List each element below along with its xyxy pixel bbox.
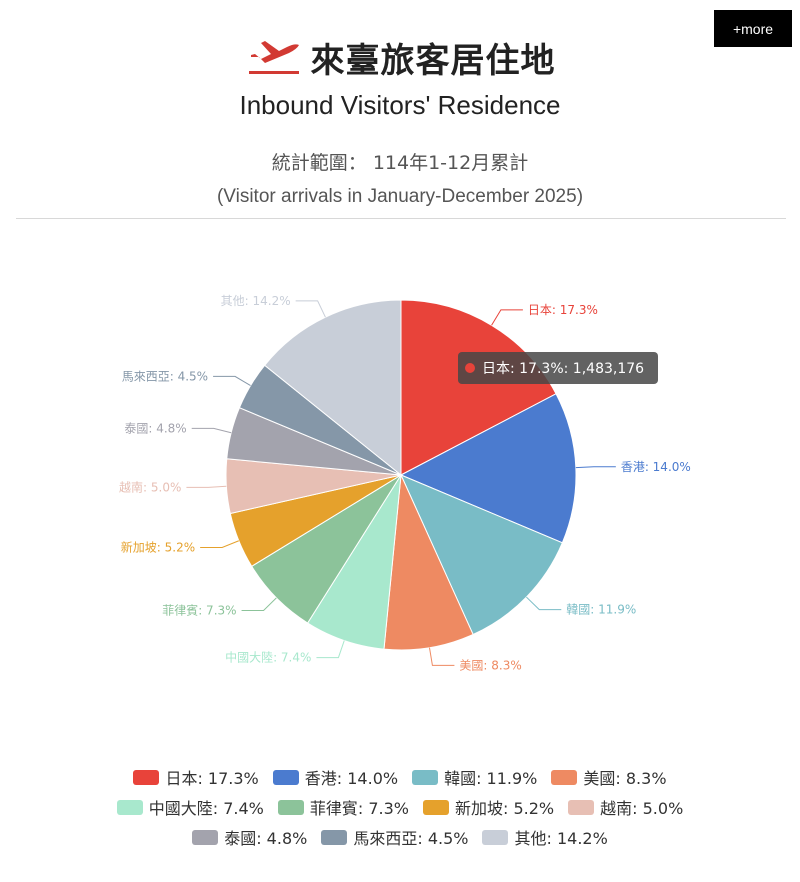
legend-item[interactable]: 馬來西亞: 4.5% (321, 825, 468, 849)
legend-item[interactable]: 新加坡: 5.2% (423, 795, 554, 819)
legend-item[interactable]: 其他: 14.2% (482, 825, 608, 849)
slice-label: 日本: 17.3% (528, 303, 598, 317)
legend-label: 日本: 17.3% (165, 769, 259, 788)
legend-item[interactable]: 美國: 8.3% (551, 765, 667, 789)
pie-chart[interactable]: 日本: 17.3% 香港: 14.0% 韓國: 11.9% 美國: 8.3% 中國大陸:… (0, 225, 800, 755)
divider (16, 218, 786, 219)
legend-label: 中國大陸: 7.4% (148, 799, 264, 818)
label-leader-line (491, 309, 523, 326)
statistics-range: 統計範圍： 114年1-12月累計 (271, 152, 529, 174)
slice-label: 韓國: 11.9% (566, 603, 636, 617)
legend-swatch (321, 829, 348, 845)
label-leader-line (295, 300, 326, 318)
legend-label: 韓國: 11.9% (444, 769, 538, 788)
legend-item[interactable]: 越南: 5.0% (568, 795, 683, 819)
slice-label: 美國: 8.3% (459, 658, 521, 672)
legend-row: 日本: 17.3% 香港: 14.0% 韓國: 11.9% 美國: 8.3% (0, 762, 800, 792)
legend-label: 香港: 14.0% (304, 769, 399, 788)
slice-label: 香港: 14.0% (621, 460, 691, 474)
pie-slice[interactable] (263, 299, 402, 477)
slice-label: 越南: 5.0% (119, 479, 181, 494)
label-leader-line (200, 540, 240, 549)
slice-label: 馬來西亞: 4.5% (122, 369, 208, 383)
legend-swatch (568, 799, 595, 815)
legend-swatch (482, 829, 509, 845)
label-leader-line (213, 375, 251, 387)
legend-item[interactable]: 香港: 14.0% (272, 765, 399, 789)
legend-label: 新加坡: 5.2% (455, 799, 555, 818)
legend-label: 美國: 8.3% (583, 769, 667, 788)
legend-swatch (423, 799, 449, 815)
legend-row: 中國大陸: 7.4% 菲律賓: 7.3% 新加坡: 5.2% 越南: 5.0% (0, 792, 800, 822)
legend-row: 泰國: 4.8% 馬來西亞: 4.5% 其他: 14.2% (0, 822, 800, 852)
slice-label: 其他: 14.2% (221, 294, 291, 308)
slice-label: 新加坡: 5.2% (121, 540, 195, 555)
legend-swatch (277, 799, 304, 815)
tooltip-text: 日本: 17.3%: 1,483,176 (482, 361, 644, 377)
legend-label: 菲律賓: 7.3% (309, 799, 409, 818)
legend-label: 泰國: 4.8% (224, 829, 308, 848)
chart-legend: 日本: 17.3% 香港: 14.0% 韓國: 11.9% 美國: 8.3% 中國大陸… (0, 762, 800, 852)
legend-swatch (192, 829, 219, 845)
legend-item[interactable]: 泰國: 4.8% (192, 825, 307, 849)
page-title-english: Inbound Visitors' Residence (239, 90, 561, 120)
label-leader-line (191, 427, 232, 434)
slice-label: 菲律賓: 7.3% (162, 603, 236, 618)
legend-item[interactable]: 菲律賓: 7.3% (277, 795, 409, 819)
legend-swatch (551, 769, 578, 785)
more-button[interactable]: +more (714, 10, 792, 47)
page-title: 來臺旅客居住地 (310, 40, 556, 81)
legend-label: 越南: 5.0% (600, 799, 684, 818)
tooltip: 日本: 17.3%: 1,483,176 (458, 352, 658, 384)
slice-label: 泰國: 4.8% (124, 421, 186, 435)
label-leader-line (575, 466, 616, 469)
legend-label: 馬來西亞: 4.5% (353, 829, 469, 848)
label-leader-line (186, 485, 227, 488)
legend-swatch (272, 769, 299, 785)
statistics-range-english: (Visitor arrivals in January-December 20… (216, 186, 584, 207)
legend-swatch (412, 769, 439, 785)
legend-label: 其他: 14.2% (514, 829, 608, 848)
title-row: 來臺旅客居住地 (0, 30, 800, 84)
label-leader-line (316, 640, 345, 659)
tooltip-marker-icon (465, 363, 475, 373)
legend-swatch (116, 799, 143, 815)
label-leader-line (428, 647, 455, 666)
pie-slice[interactable] (383, 473, 474, 651)
legend-item[interactable]: 日本: 17.3% (133, 765, 259, 789)
label-leader-line (241, 597, 277, 612)
legend-swatch (133, 769, 160, 785)
legend-item[interactable]: 中國大陸: 7.4% (116, 795, 264, 819)
slice-label: 中國大陸: 7.4% (225, 650, 311, 665)
airplane-icon (248, 41, 299, 74)
legend-item[interactable]: 韓國: 11.9% (412, 765, 537, 789)
label-leader-line (526, 596, 562, 611)
